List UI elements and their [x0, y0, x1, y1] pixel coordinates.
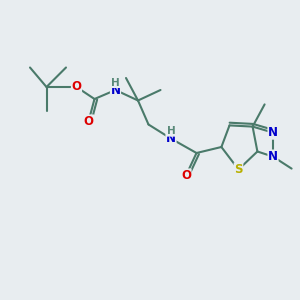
Text: H: H	[167, 126, 176, 136]
Text: N: N	[166, 132, 176, 145]
Text: H: H	[111, 77, 120, 88]
Text: O: O	[83, 115, 94, 128]
Text: S: S	[234, 163, 243, 176]
Text: N: N	[268, 126, 278, 139]
Text: O: O	[71, 80, 82, 94]
Text: N: N	[268, 150, 278, 163]
Text: O: O	[181, 169, 191, 182]
Text: N: N	[110, 83, 121, 97]
